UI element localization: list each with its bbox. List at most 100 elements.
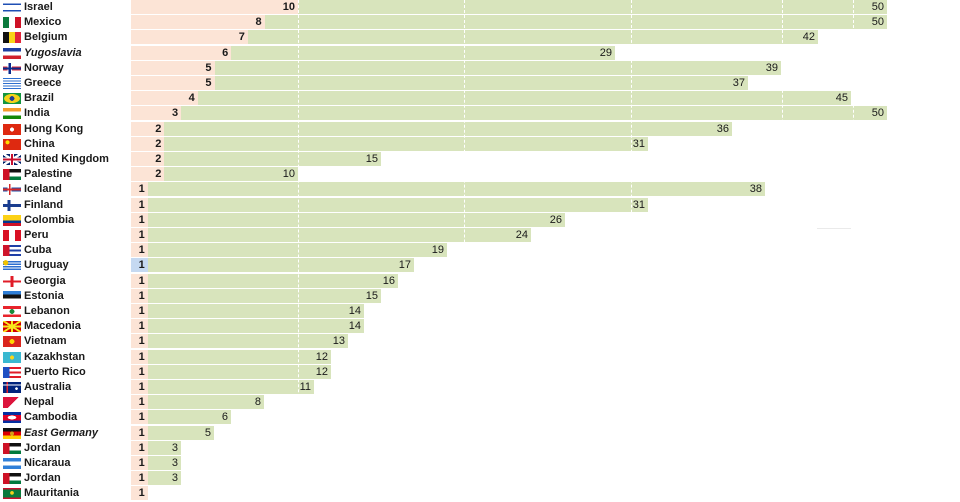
jordan-flag-icon [3, 473, 21, 485]
green-value-label: 17 [398, 259, 411, 272]
pink-value-label: 7 [238, 31, 245, 44]
country-label: Estonia [24, 289, 64, 302]
green-bar: 13 [147, 334, 348, 349]
pink-value-label: 1 [138, 381, 145, 393]
pink-bar: 5 [131, 60, 215, 75]
greece-flag-icon [3, 78, 21, 89]
table-row: Georgia 16 1 [0, 273, 960, 289]
country-label: Greece [24, 77, 62, 89]
pink-value-label: 1 [138, 213, 145, 226]
table-row: Vietnam 13 1 [0, 334, 960, 349]
gridline [464, 0, 465, 502]
table-row: Greece 37 5 [0, 76, 960, 91]
country-label: Kazakhstan [24, 350, 86, 363]
eastgermany-flag-icon [3, 427, 21, 439]
table-row: Estonia 15 1 [0, 288, 960, 304]
table-row: Lebanon 14 1 [0, 304, 960, 319]
table-row: Mauritania 1 [0, 486, 960, 501]
pink-value-label: 1 [138, 259, 145, 272]
pink-bar: 1 [131, 273, 148, 288]
table-row: Nepal 8 1 [0, 395, 960, 410]
faint-line [817, 228, 851, 229]
green-bar: 50 [181, 106, 887, 121]
table-row: Finland 31 1 [0, 197, 960, 213]
green-bar: 29 [231, 45, 615, 60]
pink-bar: 1 [131, 288, 148, 303]
pink-value-label: 1 [138, 411, 145, 424]
green-bar: 3 [147, 456, 181, 470]
green-bar: 45 [197, 91, 851, 106]
georgia-flag-icon [3, 275, 21, 287]
jordan-flag-icon [3, 442, 21, 454]
pink-bar: 1 [131, 319, 148, 334]
table-row: Belgium 42 7 [0, 30, 960, 45]
green-value-label: 38 [749, 183, 762, 196]
table-row: Uruguay 17 1 [0, 258, 960, 273]
green-bar: 8 [147, 395, 264, 410]
pink-value-label: 1 [138, 396, 145, 409]
india-flag-icon [3, 108, 21, 120]
pink-value-label: 1 [138, 335, 145, 348]
pink-bar: 1 [131, 304, 148, 318]
pink-bar: 10 [131, 0, 298, 14]
pink-bar: 1 [131, 334, 148, 349]
green-value-label: 15 [365, 289, 378, 302]
pink-value-label: 10 [282, 1, 295, 13]
country-label: Mauritania [24, 487, 80, 500]
country-label: Lebanon [24, 305, 70, 317]
country-label: Jordan [24, 441, 61, 454]
pink-bar: 1 [131, 197, 148, 212]
pink-bar: 1 [131, 410, 148, 425]
belgium-flag-icon [3, 32, 21, 44]
green-value-label: 16 [382, 274, 395, 287]
pink-value-label: 1 [138, 198, 145, 211]
country-label: Australia [24, 381, 72, 393]
pink-bar: 1 [131, 440, 148, 455]
selected-cell[interactable]: 1 [131, 258, 148, 273]
pink-bar: 1 [131, 395, 148, 410]
finland-flag-icon [3, 199, 21, 211]
green-bar: 14 [147, 304, 364, 318]
pink-bar: 2 [131, 136, 165, 151]
pink-bar: 1 [131, 456, 148, 470]
table-row: Norway 39 5 [0, 60, 960, 76]
table-row: Palestine 10 2 [0, 167, 960, 182]
country-label: Puerto Rico [24, 365, 86, 378]
pink-value-label: 2 [155, 153, 162, 165]
pink-bar: 2 [131, 121, 165, 136]
gridline [853, 0, 854, 502]
pink-bar: 7 [131, 30, 248, 45]
green-bar: 37 [214, 76, 748, 90]
green-bar: 10 [164, 167, 298, 182]
country-label: Colombia [24, 213, 75, 226]
pink-value-label: 5 [205, 61, 212, 74]
green-bar: 5 [147, 425, 214, 440]
table-row: Australia 11 1 [0, 380, 960, 395]
pink-value-label: 1 [138, 441, 145, 454]
pink-value-label: 1 [138, 229, 145, 241]
country-label: Peru [24, 229, 49, 241]
pink-value-label: 1 [138, 426, 145, 439]
country-label: Vietnam [24, 335, 67, 348]
green-value-label: 31 [632, 137, 645, 150]
pink-value-label: 2 [155, 168, 162, 181]
country-label: East Germany [24, 426, 98, 439]
macedonia-flag-icon [3, 321, 21, 333]
green-bar: 24 [147, 228, 531, 242]
table-row: Hong Kong 36 2 [0, 121, 960, 137]
green-bar: 3 [147, 471, 181, 486]
pink-value-label: 1 [138, 274, 145, 287]
green-value-label: 15 [365, 153, 378, 165]
lebanon-flag-icon [3, 306, 21, 317]
table-row: Nicaraua 3 1 [0, 456, 960, 471]
pink-value-label: 4 [188, 92, 195, 105]
table-row: Peru 24 1 [0, 228, 960, 243]
pink-bar: 5 [131, 76, 215, 90]
country-label: Brazil [24, 92, 54, 105]
green-value-label: 36 [716, 122, 729, 135]
country-label: Cambodia [24, 411, 78, 424]
country-label: United Kingdom [24, 153, 109, 165]
cambodia-flag-icon [3, 412, 21, 424]
table-row: India 50 3 [0, 106, 960, 121]
green-value-label: 50 [871, 1, 884, 13]
